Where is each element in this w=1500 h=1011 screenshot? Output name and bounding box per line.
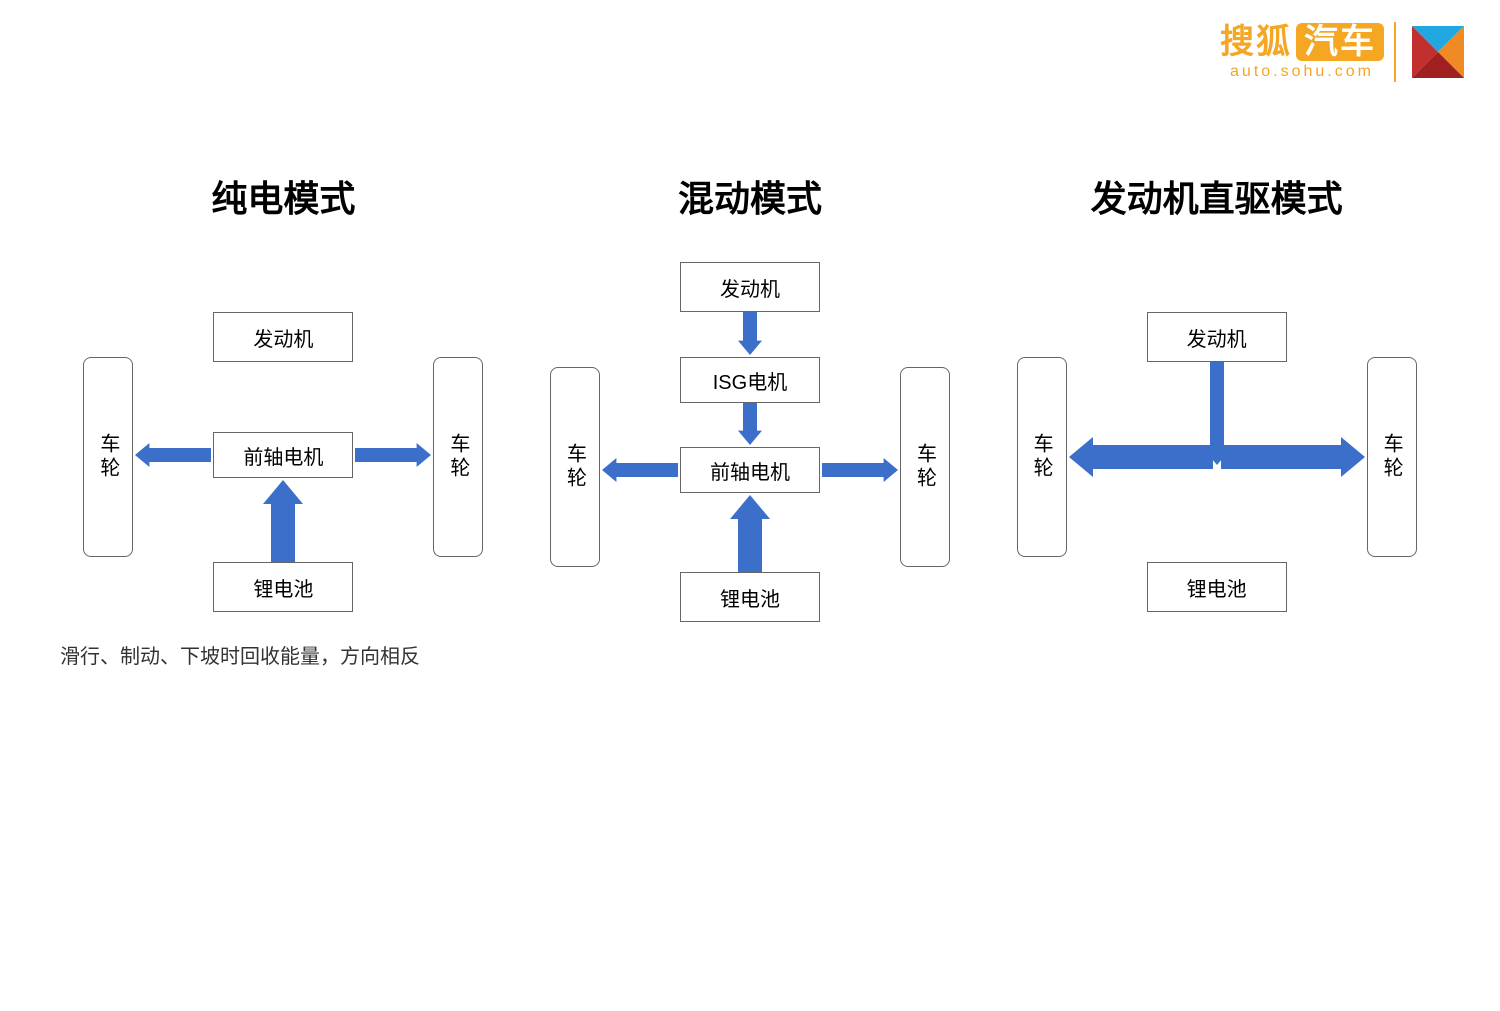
battery-box: 锂电池	[680, 572, 820, 622]
motor-box: 前轴电机	[680, 447, 820, 493]
engine-box: 发动机	[680, 262, 820, 312]
engine-box: 发动机	[1147, 312, 1287, 362]
diagram-0: 纯电模式车轮 车轮 发动机前轴电机锂电池	[63, 170, 503, 632]
diagram-1: 混动模式车轮 车轮 发动机 ISG电机前轴电机锂电池	[530, 170, 970, 632]
diagram-2: 发动机直驱模式车轮 车轮 发动机锂电池	[997, 170, 1437, 632]
wheel-left: 车轮	[1017, 357, 1067, 557]
diagram-body: 车轮车轮发动机ISG电机前轴电机锂电池	[550, 292, 950, 632]
footnote-text: 滑行、制动、下坡时回收能量，方向相反	[60, 640, 420, 669]
arrow-down	[730, 312, 770, 355]
wheel-right: 车轮	[900, 367, 950, 567]
arrow-left	[602, 454, 678, 486]
arrow-left	[135, 439, 211, 471]
logo-main: 搜狐汽车	[1220, 23, 1384, 61]
arrow-up	[261, 480, 305, 562]
wheel-right: 车轮	[433, 357, 483, 557]
logo-main-left: 搜狐	[1220, 23, 1292, 61]
logo-divider	[1394, 22, 1396, 82]
wheel-left: 车轮	[550, 367, 600, 567]
arrow-left	[1069, 435, 1213, 479]
diagram-body: 车轮 车轮 发动机前轴电机锂电池	[83, 292, 483, 632]
arrow-right	[822, 454, 898, 486]
arrow-down	[730, 403, 770, 445]
diagram-title: 发动机直驱模式	[1091, 170, 1343, 222]
logo-badge: 汽车	[1296, 23, 1384, 61]
battery-box: 锂电池	[213, 562, 353, 612]
logo-text: 搜狐汽车 auto.sohu.com	[1220, 23, 1384, 81]
logo-url: auto.sohu.com	[1230, 63, 1374, 81]
diagrams-row: 纯电模式车轮车轮发动机前轴电机锂电池混动模式车轮车轮发动机ISG电机前轴电机锂电…	[0, 170, 1500, 632]
brand-logo: 搜狐汽车 auto.sohu.com	[1220, 20, 1470, 84]
diagram-title: 混动模式	[678, 170, 822, 222]
wheel-right: 车轮	[1367, 357, 1417, 557]
motor-box: 前轴电机	[213, 432, 353, 478]
arrow-up	[728, 495, 772, 572]
arrow-right	[355, 439, 431, 471]
battery-box: 锂电池	[1147, 562, 1287, 612]
logo-icon	[1406, 20, 1470, 84]
diagram-title: 纯电模式	[211, 170, 355, 222]
engine-box: 发动机	[213, 312, 353, 362]
arrow-right	[1221, 435, 1365, 479]
diagram-body: 车轮 车轮 发动机锂电池	[1017, 292, 1417, 632]
wheel-left: 车轮	[83, 357, 133, 557]
isg-box: ISG电机	[680, 357, 820, 403]
